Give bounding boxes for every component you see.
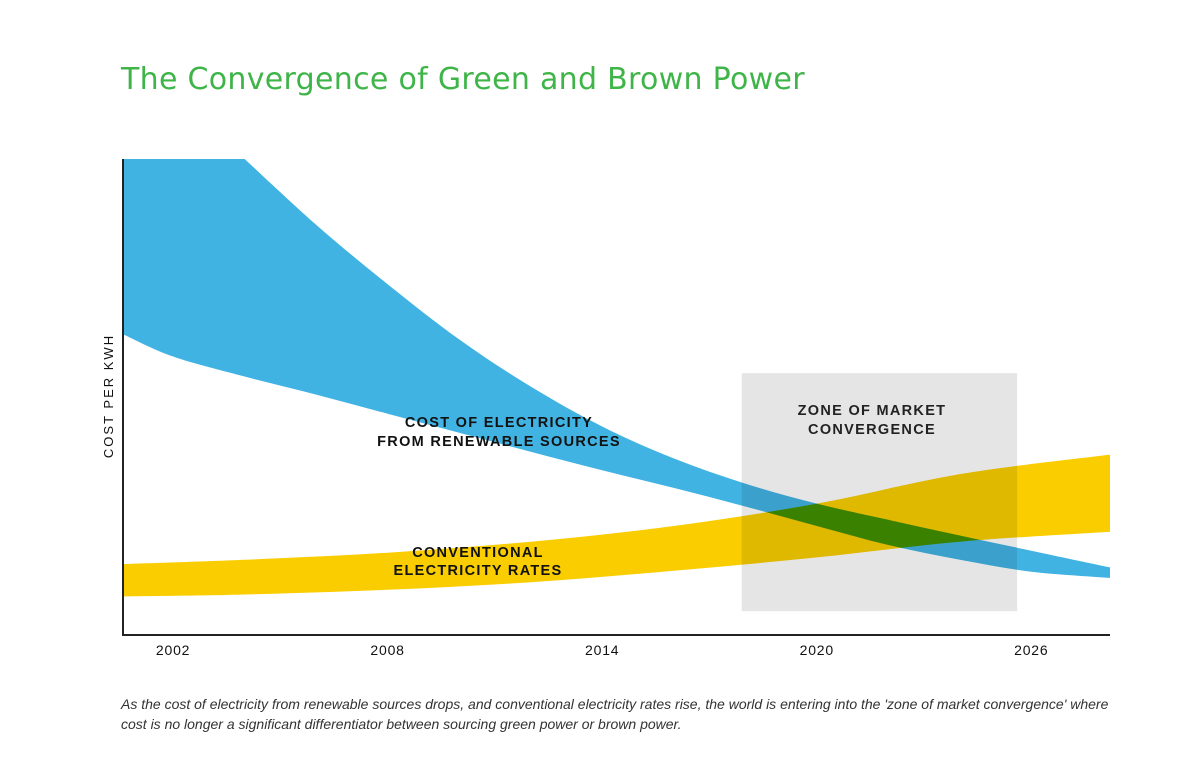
x-tick-label: 2014 [585, 642, 619, 658]
plot-area [123, 159, 1110, 612]
axes: 2002 2008 2014 2020 2026 COST PER KWH [101, 159, 1110, 658]
x-tick-label: 2026 [1014, 642, 1048, 658]
y-axis-label: COST PER KWH [101, 334, 116, 458]
convergence-zone-label: ZONE OF MARKET CONVERGENCE [798, 403, 947, 438]
label-line: CONVERGENCE [808, 422, 936, 438]
convergence-zone [741, 373, 1018, 612]
x-tick-label: 2008 [370, 642, 404, 658]
label-line: FROM RENEWABLE SOURCES [377, 434, 621, 450]
convergence-chart: 2002 2008 2014 2020 2026 COST PER KWH COST O… [101, 159, 1110, 658]
label-line: CONVENTIONAL [412, 545, 544, 561]
renewable-cost-band [123, 159, 1110, 578]
chart-caption: As the cost of electricity from renewabl… [121, 696, 1109, 732]
x-tick-label: 2002 [156, 642, 190, 658]
conventional-band-label: CONVENTIONAL ELECTRICITY RATES [394, 545, 563, 579]
x-tick-label: 2020 [800, 642, 834, 658]
label-line: COST OF ELECTRICITY [405, 415, 593, 431]
label-line: ELECTRICITY RATES [394, 563, 563, 579]
conventional-rates-band [123, 454, 1110, 597]
x-axis-ticks: 2002 2008 2014 2020 2026 [156, 642, 1048, 658]
renewable-band-label: COST OF ELECTRICITY FROM RENEWABLE SOURCE… [377, 415, 621, 450]
label-line: ZONE OF MARKET [798, 403, 947, 419]
chart-title: The Convergence of Green and Brown Power [121, 62, 805, 97]
chart-labels: COST OF ELECTRICITY FROM RENEWABLE SOURCE… [377, 403, 947, 579]
